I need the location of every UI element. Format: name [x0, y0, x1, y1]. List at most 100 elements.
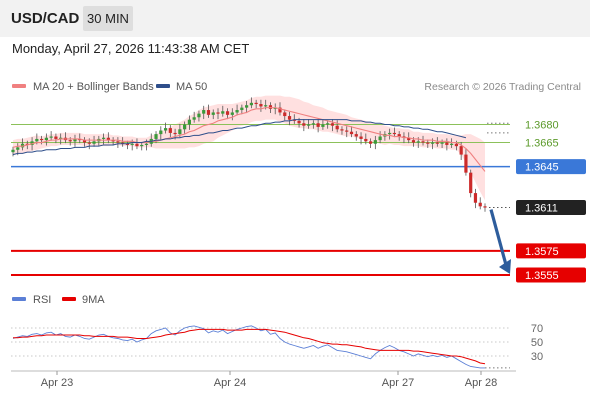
- bearish-candle: [459, 146, 463, 155]
- timeframe-button[interactable]: 30 MIN: [83, 6, 133, 31]
- bearish-candle: [297, 120, 301, 124]
- bearish-candle: [349, 131, 354, 135]
- bullish-candle: [230, 112, 234, 115]
- bearish-candle: [426, 142, 430, 144]
- bearish-candle: [302, 123, 306, 126]
- resistance-label-1-3665: 1.3665: [525, 138, 559, 150]
- bearish-candle: [473, 193, 478, 203]
- bullish-candle: [378, 136, 382, 141]
- bearish-candle: [54, 136, 58, 139]
- bullish-candle: [245, 105, 249, 108]
- bearish-candle: [111, 140, 115, 142]
- x-axis: Apr 23 Apr 24 Apr 27 Apr 28: [11, 370, 516, 389]
- bearish-candle: [283, 112, 287, 117]
- last-tag-1-3611: [516, 200, 586, 216]
- x-tick-label-0: Apr 23: [41, 377, 73, 389]
- bullish-candle: [140, 144, 144, 147]
- rsi-tick-50: 50: [531, 337, 543, 349]
- bearish-candle: [268, 105, 273, 109]
- bearish-candle: [173, 132, 177, 135]
- bullish-candle: [130, 143, 134, 145]
- bearish-candle: [397, 134, 401, 137]
- x-tick-label-3: Apr 28: [465, 377, 497, 389]
- bullish-candle: [11, 149, 15, 153]
- rsi-panel: 70 50 30: [11, 323, 543, 369]
- last-label-1-3611: 1.3611: [525, 203, 558, 215]
- bullish-candle: [373, 140, 377, 144]
- ma50-line: [12, 119, 467, 156]
- x-tick-label-2: Apr 27: [382, 377, 414, 389]
- copyright-label: Research © 2026 Trading Central: [424, 81, 581, 93]
- bullish-candle: [192, 117, 196, 120]
- bullish-candle: [249, 102, 253, 106]
- bearish-candle: [316, 123, 320, 127]
- bearish-candle: [292, 119, 296, 121]
- forecast-arrow-shaft: [489, 209, 508, 266]
- pivot-label-1-3645: 1.3645: [525, 162, 559, 174]
- pivot-tag-1-3645: [516, 159, 586, 175]
- ma20-line: [12, 107, 486, 172]
- bearish-candle: [106, 137, 110, 141]
- bearish-candle: [87, 142, 91, 144]
- bearish-candle: [411, 140, 416, 143]
- bullish-candle: [159, 130, 163, 135]
- header-bar: USD/CAD 30 MIN: [0, 0, 590, 37]
- bullish-candle: [211, 112, 215, 115]
- bullish-candle: [197, 113, 201, 118]
- bearish-candle: [206, 110, 211, 115]
- rsi-tick-70: 70: [531, 323, 543, 335]
- bearish-candle: [225, 111, 230, 115]
- bearish-candle: [125, 143, 130, 145]
- bullish-candle: [92, 141, 96, 144]
- bullish-candle: [321, 124, 325, 127]
- bullish-candle: [235, 110, 239, 113]
- bearish-candle: [469, 172, 473, 194]
- bullish-candle: [416, 141, 420, 143]
- x-tick-label-1: Apr 24: [214, 377, 246, 389]
- bearish-candle: [259, 104, 263, 107]
- bullish-candle: [20, 143, 25, 148]
- bullish-candle: [440, 142, 444, 144]
- bullish-candle: [240, 107, 244, 111]
- bearish-candle: [478, 202, 482, 207]
- bullish-candle: [44, 137, 48, 141]
- rsi-line: [12, 325, 485, 369]
- price-overlays: [12, 107, 511, 274]
- bearish-candle: [40, 138, 44, 141]
- bullish-candle: [264, 105, 268, 107]
- bearish-candle: [335, 125, 339, 130]
- ma9-legend-swatch: [62, 297, 76, 301]
- bullish-candle: [154, 134, 158, 139]
- bullish-candle: [202, 110, 206, 114]
- ma50-legend-swatch: [156, 84, 170, 88]
- bollinger-legend-label: MA 20 + Bollinger Bands: [33, 81, 154, 93]
- bearish-candle: [483, 206, 487, 208]
- bullish-candle: [178, 129, 182, 135]
- bullish-candle: [35, 138, 39, 142]
- support-tag-1-3575: [516, 243, 586, 259]
- bearish-candle: [25, 143, 29, 145]
- level-labels: 1.3680 1.3665 1.3645 1.3611 1.3575 1.3555: [516, 119, 586, 283]
- bullish-candle: [187, 119, 191, 125]
- bearish-candle: [78, 138, 82, 141]
- bearish-candle: [407, 137, 411, 141]
- bearish-candle: [82, 140, 87, 143]
- bollinger-legend-swatch: [12, 84, 26, 88]
- rsi-legend-swatch: [12, 297, 26, 301]
- bearish-candle: [68, 140, 72, 142]
- bullish-candle: [163, 128, 168, 131]
- bearish-candle: [435, 142, 439, 144]
- bearish-candle: [340, 129, 344, 131]
- timestamp: Monday, April 27, 2026 11:43:38 AM CET: [12, 41, 250, 56]
- bearish-candle: [354, 134, 358, 137]
- bullish-candle: [221, 111, 225, 114]
- rsi-legend: RSI 9MA: [12, 294, 105, 306]
- support-label-1-3555: 1.3555: [525, 270, 559, 282]
- bearish-candle: [330, 123, 335, 126]
- pair-title: USD/CAD: [11, 10, 80, 27]
- candlesticks: [11, 97, 487, 212]
- bearish-candle: [464, 154, 468, 173]
- bearish-candle: [359, 136, 363, 139]
